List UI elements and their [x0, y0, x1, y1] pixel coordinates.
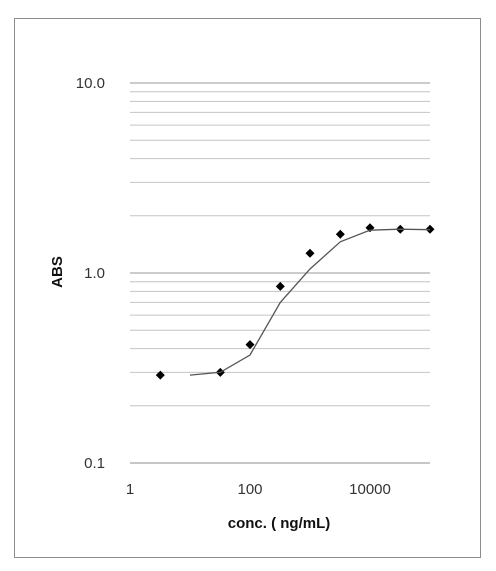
y-axis-title: ABS — [49, 256, 66, 288]
x-tick-label: 100 — [237, 481, 262, 498]
chart-frame — [14, 18, 481, 558]
data-point — [335, 229, 345, 239]
y-tick-label: 10.0 — [76, 75, 105, 92]
x-tick-label: 1 — [126, 481, 134, 498]
x-axis-title: conc. ( ng/mL) — [228, 515, 331, 532]
series-layer — [155, 223, 435, 380]
data-point — [305, 248, 315, 258]
x-tick-label: 10000 — [349, 481, 391, 498]
y-tick-labels: 0.1 1.0 10.0 — [76, 75, 105, 472]
gridlines — [130, 82, 430, 464]
y-tick-label: 1.0 — [84, 265, 105, 282]
data-point — [275, 281, 285, 291]
data-point — [245, 340, 255, 350]
fit-curve — [189, 228, 431, 376]
data-point — [155, 370, 165, 380]
x-tick-labels: 1 100 10000 — [126, 481, 391, 498]
y-tick-label: 0.1 — [84, 455, 105, 472]
